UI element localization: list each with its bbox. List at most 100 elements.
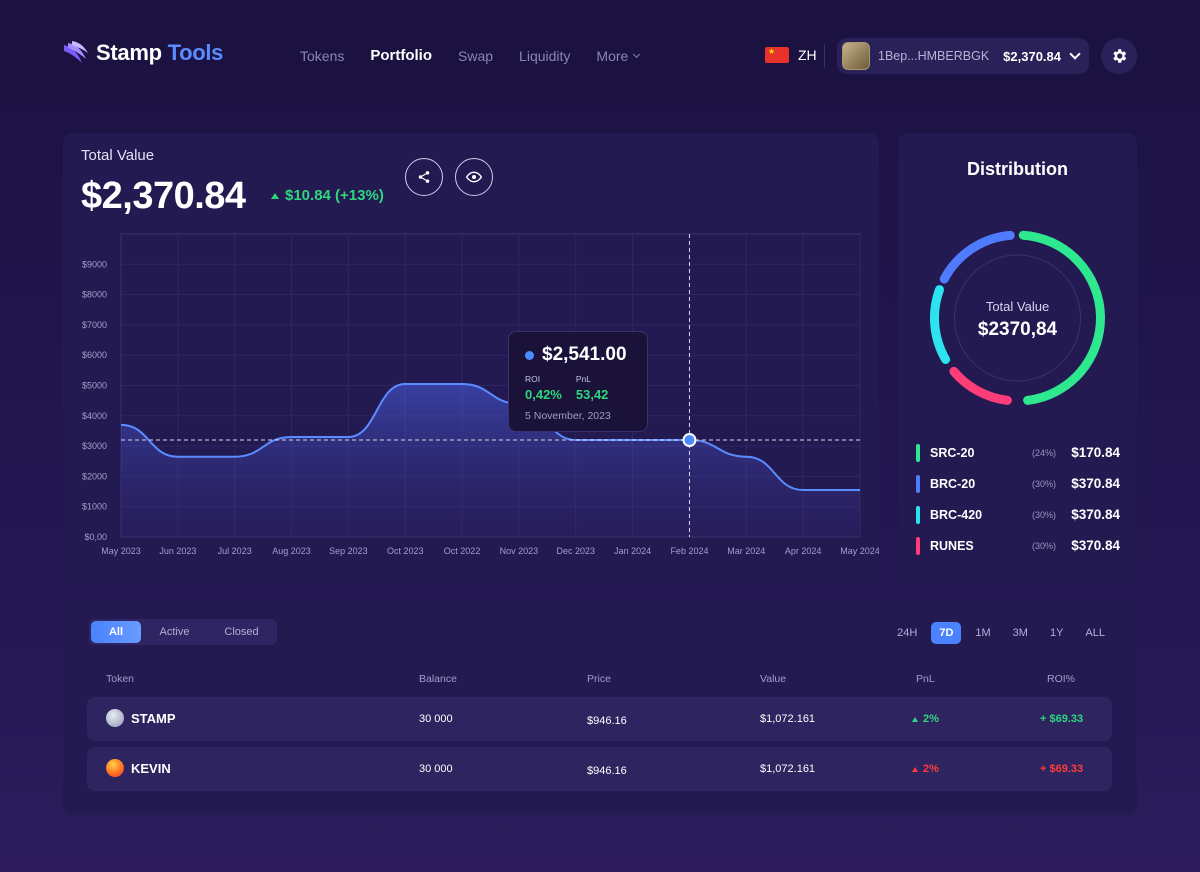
highlight-point bbox=[682, 433, 697, 448]
share-button[interactable] bbox=[405, 158, 443, 196]
range-7d[interactable]: 7D bbox=[931, 622, 962, 644]
nav-portfolio[interactable]: Portfolio bbox=[370, 47, 433, 64]
value-area bbox=[121, 383, 860, 537]
range-1m[interactable]: 1M bbox=[975, 627, 991, 639]
nav-liquidity[interactable]: Liquidity bbox=[519, 48, 571, 64]
nav-swap[interactable]: Swap bbox=[458, 48, 494, 64]
nav-more[interactable]: More bbox=[596, 48, 641, 64]
donut-segment[interactable] bbox=[939, 230, 1015, 284]
x-tick-label: Dec 2023 bbox=[557, 546, 596, 556]
distribution-title: Distribution bbox=[967, 159, 1068, 179]
range-3m[interactable]: 3M bbox=[1012, 627, 1028, 639]
settings-button[interactable] bbox=[1101, 38, 1137, 74]
visibility-button[interactable] bbox=[455, 158, 493, 196]
token-cell: KEVIN bbox=[106, 759, 171, 777]
time-range-selector: 24H 7D 1M 3M 1Y ALL bbox=[883, 622, 1113, 644]
header-price[interactable]: Price bbox=[587, 673, 611, 685]
value-cell: $1,072.161 bbox=[760, 763, 816, 775]
price-cell: $946.16 bbox=[587, 765, 627, 777]
filter-closed[interactable]: Closed bbox=[224, 626, 259, 638]
legend-swatch bbox=[916, 474, 920, 493]
legend-item[interactable]: SRC-20 (24%) $170.84 bbox=[916, 437, 1120, 468]
value-chart[interactable]: $0,00 $1000 $2000 $3000 $4000 $5000 $6000 $7000… bbox=[63, 133, 879, 581]
legend-name: RUNES bbox=[930, 538, 974, 553]
y-tick-label: $8000 bbox=[82, 290, 107, 300]
chart-tooltip: $2,541.00 ROI 0,42% PnL 53,42 5 November, … bbox=[508, 331, 648, 432]
pnl-value: 2% bbox=[923, 713, 939, 725]
x-tick-label: Sep 2023 bbox=[329, 546, 368, 556]
donut-center-label: Total Value bbox=[985, 299, 1050, 314]
tooltip-date: 5 November, 2023 bbox=[525, 410, 611, 422]
header-roi[interactable]: ROI% bbox=[1047, 673, 1076, 685]
pnl-value: 2% bbox=[923, 763, 939, 775]
arrow-up-icon bbox=[912, 716, 918, 722]
price-cell: $946.16 bbox=[587, 715, 627, 727]
legend-item[interactable]: BRC-420 (30%) $370.84 bbox=[916, 499, 1120, 530]
tooltip-pnl-value: 53,42 bbox=[575, 387, 609, 402]
header-value[interactable]: Value bbox=[760, 673, 787, 685]
balance-cell: 30 000 bbox=[419, 713, 453, 725]
x-tick-label: Apr 2024 bbox=[785, 546, 822, 556]
value-change-text: $10.84 (+13%) bbox=[285, 187, 384, 204]
nav-tokens[interactable]: Tokens bbox=[300, 48, 345, 64]
legend-pct: (24%) bbox=[1032, 447, 1057, 458]
table-row[interactable]: STAMP 30 000 $946.16 $1,072.161 2% + $69… bbox=[87, 697, 1112, 741]
arrow-up-icon bbox=[912, 766, 918, 772]
y-tick-label: $1000 bbox=[82, 502, 107, 512]
language-code: ZH bbox=[798, 47, 817, 63]
distribution-donut[interactable] bbox=[898, 133, 1137, 433]
stamp-token-icon bbox=[106, 709, 124, 727]
filter-all[interactable]: All bbox=[91, 621, 141, 643]
portfolio-chart-card: Total Value $2,370.84 $10.84 (+13%) $0,0… bbox=[63, 133, 879, 581]
donut-segment[interactable] bbox=[949, 366, 1012, 405]
distribution-legend: SRC-20 (24%) $170.84 BRC-20 (30%) $370.8… bbox=[916, 437, 1120, 561]
y-tick-label: $7000 bbox=[82, 320, 107, 330]
legend-pct: (30%) bbox=[1032, 509, 1057, 520]
range-all[interactable]: ALL bbox=[1085, 627, 1105, 639]
pnl-cell: 2% bbox=[912, 713, 939, 725]
series-dot bbox=[525, 350, 534, 360]
roi-cell: + $69.33 bbox=[1040, 763, 1084, 775]
gear-icon bbox=[1113, 49, 1127, 63]
legend-item[interactable]: RUNES (30%) $370.84 bbox=[916, 530, 1120, 561]
x-tick-label: Jan 2024 bbox=[614, 546, 651, 556]
wallet-button[interactable]: 1Bep...HMBERBGK $2,370.84 bbox=[837, 38, 1089, 74]
legend-swatch bbox=[916, 443, 920, 462]
china-flag-icon bbox=[765, 47, 789, 63]
x-tick-label: Aug 2023 bbox=[272, 546, 311, 556]
logo[interactable]: Stamp Tools bbox=[62, 40, 223, 66]
range-24h[interactable]: 24H bbox=[897, 627, 918, 639]
legend-pct: (30%) bbox=[1032, 478, 1057, 489]
x-tick-label: Jul 2023 bbox=[218, 546, 252, 556]
token-name: KEVIN bbox=[131, 760, 171, 776]
logo-icon bbox=[64, 41, 88, 63]
token-name: STAMP bbox=[131, 710, 176, 726]
header-pnl[interactable]: PnL bbox=[916, 673, 935, 685]
total-value-label: Total Value bbox=[81, 147, 155, 164]
donut-segment[interactable] bbox=[1018, 230, 1105, 405]
balance-cell: 30 000 bbox=[419, 763, 453, 775]
range-1y[interactable]: 1Y bbox=[1049, 627, 1064, 639]
header-token[interactable]: Token bbox=[106, 673, 135, 685]
x-tick-label: May 2024 bbox=[840, 546, 879, 556]
y-tick-label: $6000 bbox=[82, 350, 107, 360]
divider bbox=[824, 44, 825, 68]
donut-segment[interactable] bbox=[930, 285, 951, 364]
legend-name: BRC-420 bbox=[930, 507, 983, 522]
x-tick-label: Oct 2022 bbox=[444, 546, 481, 556]
legend-item[interactable]: BRC-20 (30%) $370.84 bbox=[916, 468, 1120, 499]
header-balance[interactable]: Balance bbox=[419, 673, 457, 685]
chevron-down-icon bbox=[633, 50, 641, 59]
y-tick-label: $2000 bbox=[82, 471, 107, 481]
filter-active[interactable]: Active bbox=[159, 626, 190, 638]
legend-name: SRC-20 bbox=[930, 445, 975, 460]
legend-value: $170.84 bbox=[1071, 445, 1120, 460]
legend-value: $370.84 bbox=[1071, 476, 1120, 491]
table-row[interactable]: KEVIN 30 000 $946.16 $1,072.161 2% + $69… bbox=[87, 747, 1112, 791]
donut-inner-ring bbox=[954, 254, 1081, 382]
roi-cell: + $69.33 bbox=[1040, 713, 1084, 725]
tooltip-roi-label: ROI bbox=[525, 374, 541, 384]
language-selector[interactable]: ZH bbox=[765, 47, 817, 63]
legend-swatch bbox=[916, 536, 920, 555]
distribution-card: Distribution Total Value $2370,84 SRC-20… bbox=[898, 133, 1137, 581]
